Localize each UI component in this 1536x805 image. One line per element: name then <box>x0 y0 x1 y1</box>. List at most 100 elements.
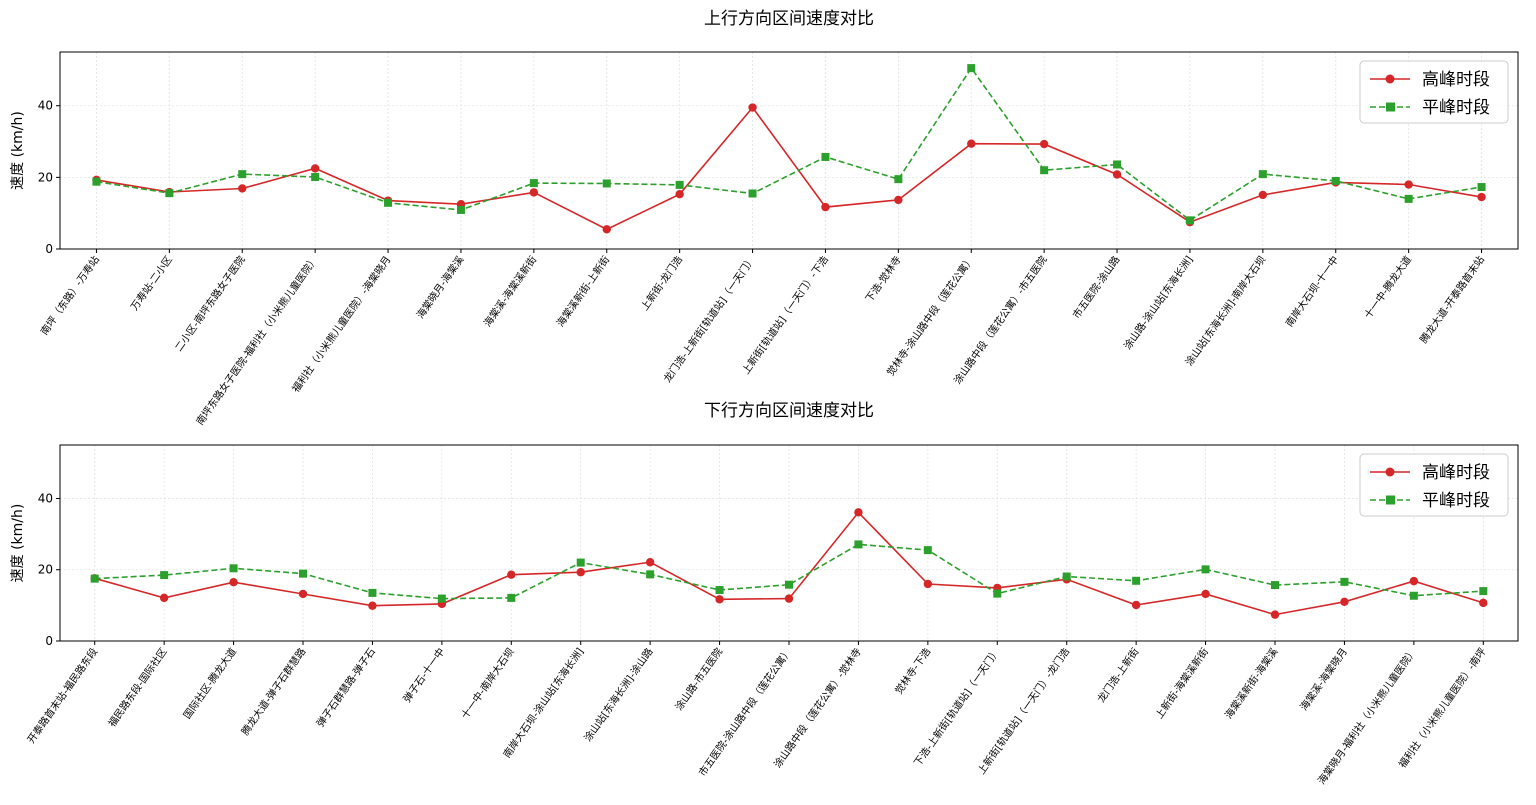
data-point <box>675 180 684 189</box>
data-point <box>507 570 516 579</box>
legend-marker <box>1385 467 1395 477</box>
legend-label: 平峰时段 <box>1422 491 1490 511</box>
data-point <box>238 184 247 193</box>
x-tick-label: 南坪（东路）-万寿站 <box>38 253 102 337</box>
data-point <box>368 601 377 610</box>
legend-label: 高峰时段 <box>1422 70 1490 90</box>
data-point <box>1340 597 1349 606</box>
data-point <box>748 103 757 112</box>
data-point <box>967 139 976 148</box>
x-tick-label: 海棠溪新街-上新街 <box>554 253 613 329</box>
data-point <box>1201 565 1210 574</box>
x-tick-label: 海棠溪-海棠晓月 <box>1297 645 1350 713</box>
data-point <box>967 64 976 73</box>
y-tick-label: 0 <box>45 242 53 256</box>
legend-label: 平峰时段 <box>1422 98 1490 118</box>
data-point <box>784 594 794 603</box>
data-point <box>576 568 585 577</box>
plot-frame <box>59 444 1519 642</box>
y-tick-label: 40 <box>38 491 53 505</box>
x-tick-label: 南坪东路女子医院-福利社（小米熊儿童医院） <box>193 253 320 427</box>
x-tick-label: 福民路东段-国际社区 <box>105 645 169 729</box>
data-point <box>602 179 611 188</box>
series-line-2 <box>96 66 1482 222</box>
data-point <box>238 170 247 179</box>
data-point <box>160 571 169 580</box>
data-point <box>1404 194 1413 203</box>
data-point <box>1185 216 1194 225</box>
data-point <box>854 540 863 549</box>
x-tick-label: 海棠溪新街-海棠溪 <box>1222 645 1281 721</box>
data-point <box>311 173 320 182</box>
data-point <box>576 558 585 567</box>
data-point <box>894 175 903 184</box>
data-point <box>1258 170 1267 179</box>
legend-marker <box>1386 102 1395 112</box>
data-point <box>923 579 933 589</box>
data-point <box>529 179 538 188</box>
x-tick-label: 涂山路-涂山站[东海长洲] <box>1121 253 1196 352</box>
x-tick-label: 海棠溪-海棠溪新街 <box>481 253 540 329</box>
data-point <box>229 564 238 573</box>
data-point <box>785 580 793 589</box>
x-tick-label: 开泰路首末站-福民路东段 <box>24 645 100 746</box>
data-point <box>1039 139 1049 149</box>
x-tick-label: 觉林寺-下浩 <box>892 645 933 696</box>
x-tick-label: 觉林寺-涂山路中段（莲花公寓） <box>884 253 977 378</box>
series-line-1 <box>96 106 1482 231</box>
data-point <box>675 189 684 199</box>
x-tick-label: 十一中-南岸大石坝 <box>458 645 517 721</box>
x-tick-label: 上新街-海棠溪新街 <box>1152 645 1211 721</box>
data-point <box>529 188 539 197</box>
data-point <box>159 593 169 603</box>
legend-marker <box>1385 74 1395 84</box>
data-point <box>229 578 238 587</box>
data-point <box>1409 591 1418 600</box>
x-tick-label: 市五医院-涂山路 <box>1070 253 1123 321</box>
x-tick-label: 南岸大石坝-十一中 <box>1283 253 1342 329</box>
data-point <box>1201 589 1210 599</box>
data-point <box>1404 180 1413 189</box>
x-tick-label: 海棠晓月-海棠溪 <box>414 253 467 321</box>
x-tick-label: 弹子石群慧路-弹子石 <box>314 645 378 729</box>
data-point <box>368 588 377 597</box>
data-point <box>645 558 655 567</box>
x-tick-label: 弹子石-十一中 <box>400 645 447 705</box>
y-tick-label: 40 <box>38 99 53 113</box>
data-point <box>1331 176 1340 185</box>
data-point <box>1271 581 1279 590</box>
y-axis-label: 速度 (km/h) <box>10 504 26 583</box>
x-tick-label: 涂山路-市五医院 <box>672 645 725 713</box>
chart-title: 下行方向区间速度对比 <box>704 401 874 421</box>
data-point <box>1479 598 1488 608</box>
data-point <box>1113 160 1122 169</box>
legend-label: 高峰时段 <box>1422 463 1490 483</box>
data-point <box>92 177 101 186</box>
data-point <box>1479 587 1488 596</box>
x-tick-label: 二小区-南坪东路女子医院 <box>172 253 248 354</box>
data-point <box>1477 183 1486 192</box>
x-tick-label: 涂山站[东海长洲]-涂山路 <box>581 645 656 744</box>
data-point <box>1340 577 1349 586</box>
series-line-2 <box>94 543 1484 600</box>
y-tick-label: 0 <box>45 634 53 648</box>
data-point <box>1270 610 1280 619</box>
data-point <box>748 189 757 198</box>
chart-title: 上行方向区间速度对比 <box>704 9 874 29</box>
data-point <box>993 589 1002 598</box>
x-tick-label: 腾龙大道-弹子石群慧路 <box>238 645 308 737</box>
x-tick-label: 国际社区-腾龙大道 <box>180 645 239 721</box>
data-point <box>715 595 724 604</box>
data-point <box>1112 170 1122 179</box>
x-tick-label: 龙门浩-上新街 <box>1094 645 1141 705</box>
data-point <box>602 225 611 234</box>
data-point <box>1477 192 1486 202</box>
y-tick-label: 20 <box>38 170 53 184</box>
x-tick-label: 万寿站-二小区 <box>128 253 175 313</box>
data-point <box>821 202 830 212</box>
